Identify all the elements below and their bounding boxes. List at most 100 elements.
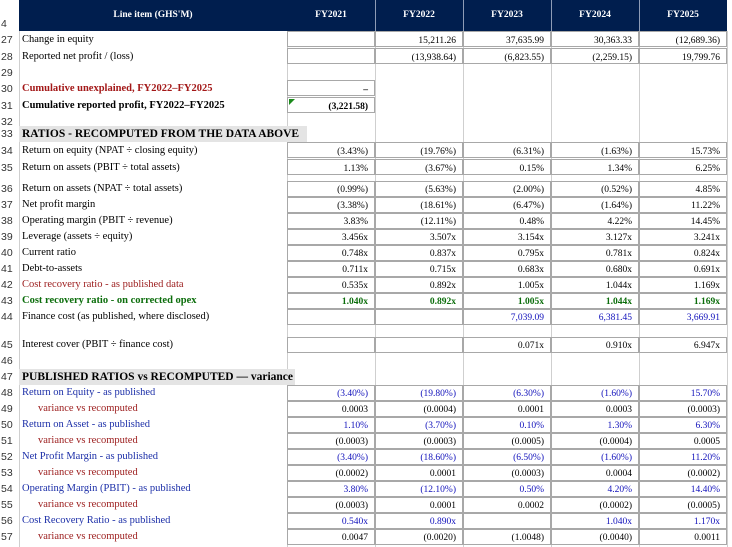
cell-fy2021[interactable]: (0.99%) (287, 181, 375, 197)
row-label[interactable]: Cumulative reported profit, FY2022–FY202… (22, 100, 225, 111)
cell-fy2025[interactable]: 3.241x (639, 229, 727, 245)
cell-fy2022[interactable]: (5.63%) (375, 181, 463, 197)
row-label[interactable]: Operating Margin (PBIT) - as published (22, 483, 191, 494)
cell-fy2025[interactable]: (0.0005) (639, 497, 727, 513)
cell-fy2021[interactable]: (0.0002) (287, 465, 375, 481)
cell-fy2025[interactable]: 0.691x (639, 261, 727, 277)
cell-fy2024[interactable]: (2,259.15) (551, 48, 639, 64)
row-label[interactable]: Return on Equity - as published (22, 387, 156, 398)
cell-fy2021[interactable]: (0.0003) (287, 497, 375, 513)
row-label[interactable]: Reported net profit / (loss) (22, 51, 134, 62)
cell-fy2025[interactable]: 15.73% (639, 142, 727, 158)
header-fy2025[interactable]: FY2025 (639, 0, 727, 31)
cell-fy2024[interactable]: 0.781x (551, 245, 639, 261)
cell-fy2025[interactable]: 19,799.76 (639, 48, 727, 64)
row-label[interactable]: variance vs recomputed (38, 403, 138, 414)
cell-fy2023[interactable]: 0.071x (463, 337, 551, 353)
header-fy2023[interactable]: FY2023 (463, 0, 551, 31)
row-label[interactable]: Net Profit Margin - as published (22, 451, 158, 462)
header-line-item[interactable]: Line item (GHS'M) (19, 0, 287, 31)
cell-fy2024[interactable]: 6,381.45 (551, 309, 639, 325)
cell-fy2025[interactable]: 15.70% (639, 385, 727, 401)
cell-fy2024[interactable]: 30,363.33 (551, 31, 639, 47)
cell-fy2022[interactable]: (18.61%) (375, 197, 463, 213)
cell-fy2022[interactable]: 0.715x (375, 261, 463, 277)
cell-fy2022[interactable]: 15,211.26 (375, 31, 463, 47)
row-label[interactable]: Leverage (assets ÷ equity) (22, 231, 133, 242)
row-label[interactable]: Cumulative unexplained, FY2022–FY2025 (22, 83, 213, 94)
row-label[interactable]: Finance cost (as published, where disclo… (22, 311, 210, 322)
cell-fy2023[interactable]: 37,635.99 (463, 31, 551, 47)
cell-fy2023[interactable]: 1.005x (463, 277, 551, 293)
cell-fy2024[interactable]: (0.0002) (551, 497, 639, 513)
cell-fy2023[interactable]: (0.0003) (463, 465, 551, 481)
cell-fy2025[interactable]: 11.22% (639, 197, 727, 213)
cell-fy2022[interactable]: 0.837x (375, 245, 463, 261)
cell-fy2023[interactable]: 1.005x (463, 293, 551, 309)
row-label[interactable]: Change in equity (22, 34, 94, 45)
cell-fy2024[interactable]: 0.0004 (551, 465, 639, 481)
cell-fy2024[interactable]: 1.040x (551, 513, 639, 529)
cell-fy2024[interactable]: 4.22% (551, 213, 639, 229)
cell-fy2022[interactable]: (18.60%) (375, 449, 463, 465)
cell-fy2021[interactable]: 3.83% (287, 213, 375, 229)
cell-fy2025[interactable]: 6.30% (639, 417, 727, 433)
cell-fy2023[interactable]: 3.154x (463, 229, 551, 245)
cell-fy2024[interactable]: (1.60%) (551, 385, 639, 401)
row-label[interactable]: Cost recovery ratio - as published data (22, 279, 184, 290)
cell-fy2021[interactable]: 3.80% (287, 481, 375, 497)
cell-fy2022[interactable]: 0.890x (375, 513, 463, 529)
cell-fy2025[interactable]: 11.20% (639, 449, 727, 465)
row-label[interactable]: Return on assets (PBIT ÷ total assets) (22, 162, 180, 173)
cell-fy2021[interactable] (287, 48, 375, 64)
row-label[interactable]: variance vs recomputed (38, 467, 138, 478)
cell-fy2021[interactable]: 3.456x (287, 229, 375, 245)
row-label[interactable]: variance vs recomputed (38, 435, 138, 446)
cell-fy2022[interactable]: (12.11%) (375, 213, 463, 229)
cell-fy2021[interactable]: 0.748x (287, 245, 375, 261)
cell-fy2025[interactable]: 1.169x (639, 277, 727, 293)
cell-fy2025[interactable]: (0.0003) (639, 401, 727, 417)
cell-fy2022[interactable] (375, 337, 463, 353)
cell-fy2021[interactable]: 1.10% (287, 417, 375, 433)
cell-fy2024[interactable]: (0.0004) (551, 433, 639, 449)
cell-fy2021[interactable]: (0.0003) (287, 433, 375, 449)
cell-fy2023[interactable]: 0.0002 (463, 497, 551, 513)
cell-fy2023[interactable]: (1.0048) (463, 529, 551, 545)
cell-fy2022[interactable]: (19.76%) (375, 142, 463, 158)
row-label[interactable]: Return on equity (NPAT ÷ closing equity) (22, 145, 198, 156)
cell-fy2023[interactable] (463, 513, 551, 529)
cell-fy2021[interactable]: 1.040x (287, 293, 375, 309)
cell-fy2021[interactable]: (3.40%) (287, 449, 375, 465)
cell-fy2024[interactable]: 1.30% (551, 417, 639, 433)
section-title[interactable]: RATIOS - RECOMPUTED FROM THE DATA ABOVE (19, 126, 307, 142)
cell-fy2021[interactable]: 1.13% (287, 159, 375, 175)
cell-fy2022[interactable]: (0.0020) (375, 529, 463, 545)
cell-fy2022[interactable]: (12.10%) (375, 481, 463, 497)
row-label[interactable]: Operating margin (PBIT ÷ revenue) (22, 215, 173, 226)
cell-fy2021[interactable]: (3.38%) (287, 197, 375, 213)
cell-fy2021[interactable]: 0.711x (287, 261, 375, 277)
cell-fy2022[interactable] (375, 309, 463, 325)
cell-fy2022[interactable]: 0.0001 (375, 465, 463, 481)
cell-fy2023[interactable]: (6,823.55) (463, 48, 551, 64)
cell-fy2022[interactable]: 3.507x (375, 229, 463, 245)
section-title[interactable]: PUBLISHED RATIOS vs RECOMPUTED — varianc… (19, 369, 295, 385)
cell-fy2024[interactable]: (0.52%) (551, 181, 639, 197)
cell-fy2025[interactable]: 14.40% (639, 481, 727, 497)
cell-fy2025[interactable]: 6.25% (639, 159, 727, 175)
cell-fy2024[interactable]: 0.910x (551, 337, 639, 353)
row-label[interactable]: Net profit margin (22, 199, 96, 210)
cell-fy2025[interactable]: 1.170x (639, 513, 727, 529)
cell-fy2023[interactable]: (6.30%) (463, 385, 551, 401)
row-label[interactable]: Current ratio (22, 247, 76, 258)
cell-fy2022[interactable]: 0.892x (375, 293, 463, 309)
cell-fy2023[interactable]: (6.31%) (463, 142, 551, 158)
cell-fy2024[interactable]: 1.34% (551, 159, 639, 175)
header-fy2022[interactable]: FY2022 (375, 0, 463, 31)
cell-fy2021[interactable]: (3.40%) (287, 385, 375, 401)
cell-fy2025[interactable]: (0.0002) (639, 465, 727, 481)
cell-fy2024[interactable]: (1.64%) (551, 197, 639, 213)
row-label[interactable]: Debt-to-assets (22, 263, 83, 274)
cell-fy2022[interactable]: (3.67%) (375, 159, 463, 175)
